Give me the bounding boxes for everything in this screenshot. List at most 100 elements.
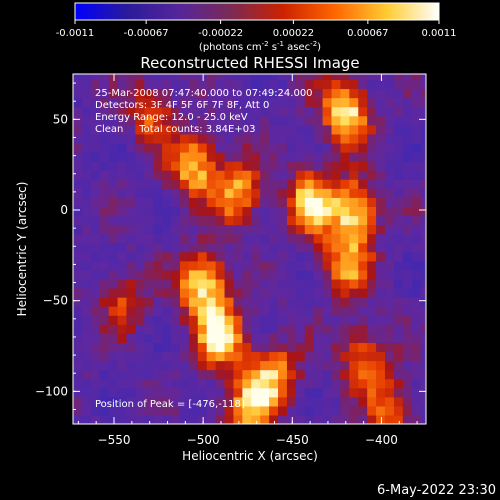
heatmap-cell: [420, 106, 426, 117]
heatmap-cell: [349, 151, 359, 162]
annotation-time-range: 25-Mar-2008 07:47:40.000 to 07:49:24.000: [95, 88, 313, 99]
heatmap-cell: [224, 405, 235, 416]
heatmap-cell: [367, 378, 377, 389]
heatmap-cell: [206, 351, 217, 362]
heatmap-cell: [260, 251, 270, 262]
heatmap-cell: [278, 333, 288, 343]
heatmap-cell: [420, 315, 426, 325]
heatmap-cell: [402, 106, 413, 117]
heatmap-cell: [171, 315, 181, 325]
heatmap-cell: [251, 351, 261, 362]
heatmap-cell: [313, 387, 324, 398]
heatmap-cell: [295, 197, 306, 207]
heatmap-cell: [162, 396, 172, 407]
heatmap-cell: [171, 133, 181, 144]
heatmap-cell: [108, 251, 119, 262]
heatmap-cell: [304, 161, 315, 171]
heatmap-cell: [233, 315, 243, 325]
heatmap-cell: [233, 260, 243, 271]
heatmap-cell: [411, 242, 422, 253]
heatmap-cell: [340, 387, 350, 398]
heatmap-cell: [376, 287, 386, 298]
heatmap-cell: [331, 179, 342, 189]
heatmap-cell: [420, 378, 426, 389]
heatmap-cell: [90, 387, 101, 398]
heatmap-cell: [313, 133, 324, 144]
heatmap-cell: [144, 124, 154, 135]
heatmap-cell: [81, 79, 92, 90]
heatmap-cell: [251, 306, 261, 316]
heatmap-cell: [384, 197, 395, 207]
heatmap-cell: [376, 333, 386, 343]
heatmap-cell: [215, 315, 226, 325]
heatmap-cell: [420, 97, 426, 108]
heatmap-cell: [402, 161, 413, 171]
heatmap-cell: [171, 124, 181, 135]
heatmap-cell: [295, 161, 306, 171]
heatmap-cell: [99, 170, 110, 180]
heatmap-cell: [295, 242, 306, 253]
heatmap-cell: [411, 315, 422, 325]
heatmap-cell: [402, 215, 413, 226]
heatmap-cell: [260, 315, 270, 325]
heatmap-cell: [349, 378, 359, 389]
heatmap-cell: [393, 342, 404, 353]
heatmap-cell: [215, 215, 226, 226]
heatmap-cell: [162, 215, 172, 226]
heatmap-cell: [286, 188, 297, 198]
heatmap-cell: [295, 324, 306, 334]
heatmap-cell: [233, 251, 243, 262]
heatmap-cell: [81, 206, 92, 217]
heatmap-cell: [367, 79, 377, 90]
heatmap-cell: [420, 115, 426, 126]
colorbar-ticks: -0.0011 -0.00067 -0.00022 0.00022 0.00067 0.0…: [56, 20, 457, 39]
heatmap-cell: [206, 306, 217, 316]
heatmap-cell: [171, 224, 181, 235]
colorbar-tick-label: 0.00022: [273, 28, 314, 39]
heatmap-cell: [286, 251, 297, 262]
heatmap-cell: [376, 88, 386, 99]
heatmap-cell: [384, 369, 395, 380]
heatmap-cell: [340, 260, 350, 271]
heatmap-cell: [162, 88, 172, 99]
heatmap-cell: [367, 287, 377, 298]
heatmap-cell: [224, 133, 235, 144]
heatmap-cell: [260, 396, 270, 407]
heatmap-cell: [117, 369, 128, 380]
heatmap-cell: [269, 287, 279, 298]
heatmap-cell: [393, 151, 404, 162]
heatmap-cell: [393, 206, 404, 217]
heatmap-cell: [179, 74, 190, 81]
heatmap-cell: [269, 142, 279, 153]
heatmap-cell: [144, 342, 154, 353]
heatmap-cell: [197, 251, 208, 262]
heatmap-cell: [117, 333, 128, 343]
heatmap-cell: [162, 251, 172, 262]
heatmap-cell: [313, 306, 324, 316]
heatmap-cell: [349, 224, 359, 235]
heatmap-cell: [420, 333, 426, 343]
heatmap-cell: [206, 251, 217, 262]
heatmap-cell: [179, 142, 190, 153]
heatmap-cell: [269, 97, 279, 108]
heatmap-cell: [376, 251, 386, 262]
heatmap-cell: [162, 378, 172, 389]
heatmap-cell: [420, 197, 426, 207]
heatmap-cell: [304, 333, 315, 343]
heatmap-cell: [242, 242, 252, 253]
heatmap-cell: [188, 369, 199, 380]
heatmap-cell: [179, 115, 190, 126]
heatmap-cell: [340, 233, 350, 244]
heatmap-cell: [286, 179, 297, 189]
heatmap-cell: [215, 142, 226, 153]
heatmap-cell: [179, 414, 190, 424]
heatmap-cell: [162, 351, 172, 362]
heatmap-cell: [393, 170, 404, 180]
heatmap-cell: [349, 324, 359, 334]
heatmap-cell: [242, 151, 252, 162]
heatmap-cell: [251, 360, 261, 371]
heatmap-cell: [367, 206, 377, 217]
heatmap-cell: [162, 242, 172, 253]
heatmap-cell: [188, 360, 199, 371]
heatmap-cell: [304, 387, 315, 398]
